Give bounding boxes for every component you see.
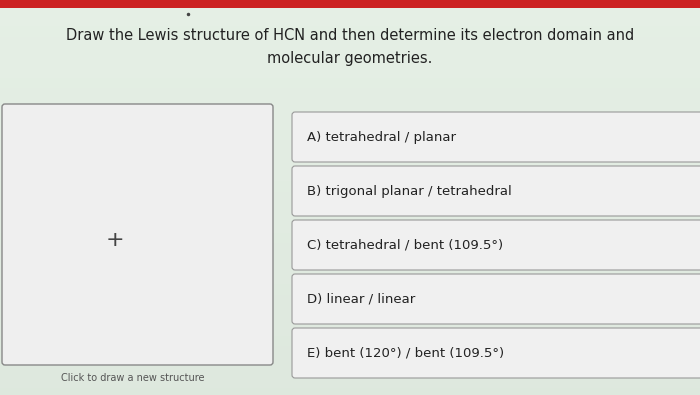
FancyBboxPatch shape (292, 328, 700, 378)
Text: Click to draw a new structure: Click to draw a new structure (62, 373, 204, 383)
Text: B) trigonal planar / tetrahedral: B) trigonal planar / tetrahedral (307, 184, 512, 198)
FancyBboxPatch shape (292, 166, 700, 216)
FancyBboxPatch shape (292, 274, 700, 324)
FancyBboxPatch shape (292, 112, 700, 162)
Text: Draw the Lewis structure of HCN and then determine its electron domain and: Draw the Lewis structure of HCN and then… (66, 28, 634, 43)
FancyBboxPatch shape (292, 220, 700, 270)
Text: D) linear / linear: D) linear / linear (307, 293, 415, 305)
Text: molecular geometries.: molecular geometries. (267, 51, 433, 66)
Text: A) tetrahedral / planar: A) tetrahedral / planar (307, 130, 456, 143)
Text: E) bent (120°) / bent (109.5°): E) bent (120°) / bent (109.5°) (307, 346, 504, 359)
FancyBboxPatch shape (2, 104, 273, 365)
Text: +: + (106, 230, 125, 250)
Text: C) tetrahedral / bent (109.5°): C) tetrahedral / bent (109.5°) (307, 239, 503, 252)
Bar (0, 0, 700, 8)
